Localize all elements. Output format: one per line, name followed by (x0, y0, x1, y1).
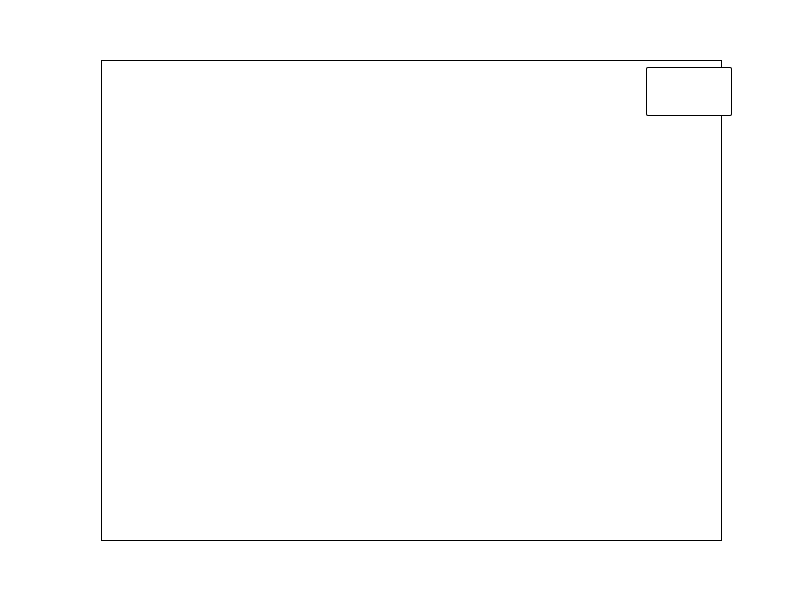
legend-item-tp (653, 73, 725, 92)
legend (646, 67, 732, 116)
legend-swatch-fp-icon (653, 96, 682, 107)
plot-area (101, 60, 732, 541)
legend-item-fp (653, 92, 725, 111)
legend-swatch-tp-icon (653, 77, 682, 88)
